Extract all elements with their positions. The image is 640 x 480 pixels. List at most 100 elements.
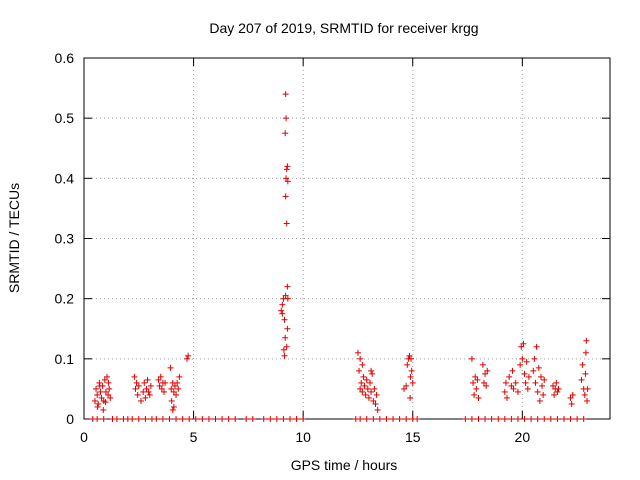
data-point: [503, 394, 510, 401]
chart-title: Day 207 of 2019, SRMTID for receiver krg…: [209, 20, 478, 36]
data-point: [282, 292, 289, 299]
data-point: [555, 385, 562, 392]
data-point: [541, 416, 548, 422]
points-layer: [89, 91, 591, 422]
data-point: [482, 370, 489, 377]
data-point: [372, 400, 379, 407]
data-point: [356, 367, 363, 374]
data-point: [408, 367, 415, 374]
data-point: [107, 394, 114, 401]
data-point: [550, 382, 557, 389]
data-point: [409, 379, 416, 386]
data-point: [132, 385, 139, 392]
data-point: [359, 388, 366, 395]
data-point: [173, 391, 180, 398]
data-point: [131, 373, 138, 380]
data-point: [157, 373, 164, 380]
data-point: [501, 416, 508, 422]
data-point: [361, 382, 368, 389]
x-tick-label: 5: [190, 429, 198, 445]
data-point: [521, 370, 528, 377]
data-point: [283, 220, 290, 227]
data-point: [528, 416, 535, 422]
data-point: [105, 379, 112, 386]
data-point: [541, 376, 548, 383]
data-point: [371, 385, 378, 392]
data-point: [406, 352, 413, 359]
data-point: [533, 343, 540, 350]
data-point: [508, 382, 515, 389]
data-point: [474, 376, 481, 383]
data-point: [522, 379, 529, 386]
data-point: [578, 376, 585, 383]
data-point: [517, 361, 524, 368]
data-point: [567, 394, 574, 401]
data-point: [568, 400, 575, 407]
data-point: [357, 355, 364, 362]
data-point: [249, 416, 256, 422]
data-point: [523, 358, 530, 365]
data-point: [282, 193, 289, 200]
data-point: [94, 391, 101, 398]
data-point: [155, 376, 162, 383]
data-point: [185, 352, 192, 359]
data-point: [137, 397, 144, 404]
data-point: [468, 355, 475, 362]
data-point: [184, 355, 191, 362]
data-point: [509, 367, 516, 374]
x-axis-label: GPS time / hours: [291, 457, 398, 473]
y-tick-label: 0: [66, 411, 74, 427]
data-point: [512, 379, 519, 386]
data-point: [94, 403, 101, 410]
data-point: [144, 376, 151, 383]
x-tick-label: 0: [80, 429, 88, 445]
data-point: [403, 416, 410, 422]
data-point: [100, 416, 107, 422]
data-point: [360, 373, 367, 380]
data-point: [383, 416, 390, 422]
data-point: [532, 379, 539, 386]
data-point: [284, 163, 291, 170]
data-point: [219, 416, 226, 422]
data-point: [368, 367, 375, 374]
data-point: [102, 388, 109, 395]
data-point: [179, 416, 186, 422]
data-point: [365, 394, 372, 401]
data-point: [368, 388, 375, 395]
data-point: [283, 175, 290, 182]
data-point: [479, 361, 486, 368]
data-point: [100, 406, 107, 413]
data-point: [284, 295, 291, 302]
data-point: [483, 382, 490, 389]
x-tick-label: 10: [295, 429, 311, 445]
data-point: [400, 385, 407, 392]
data-point: [357, 385, 364, 392]
data-point: [278, 307, 285, 314]
data-point: [362, 391, 369, 398]
data-point: [101, 376, 108, 383]
data-point: [531, 355, 538, 362]
data-point: [370, 416, 377, 422]
data-point: [367, 379, 374, 386]
data-point: [407, 394, 414, 401]
data-point: [175, 385, 182, 392]
data-point: [169, 406, 176, 413]
data-point: [140, 388, 147, 395]
data-point: [554, 416, 561, 422]
data-point: [279, 301, 286, 308]
y-axis-label: SRMTID / TECUs: [6, 183, 22, 293]
data-point: [470, 379, 477, 386]
data-point: [135, 416, 142, 422]
data-point: [581, 391, 588, 398]
data-point: [284, 325, 291, 332]
data-point: [574, 416, 581, 422]
data-point: [113, 416, 120, 422]
y-tick-label: 0.6: [55, 50, 75, 66]
data-point: [547, 416, 554, 422]
data-point: [232, 416, 239, 422]
data-point: [484, 367, 491, 374]
data-point: [142, 394, 149, 401]
data-point: [569, 391, 576, 398]
data-point: [166, 416, 173, 422]
data-point: [280, 416, 287, 422]
